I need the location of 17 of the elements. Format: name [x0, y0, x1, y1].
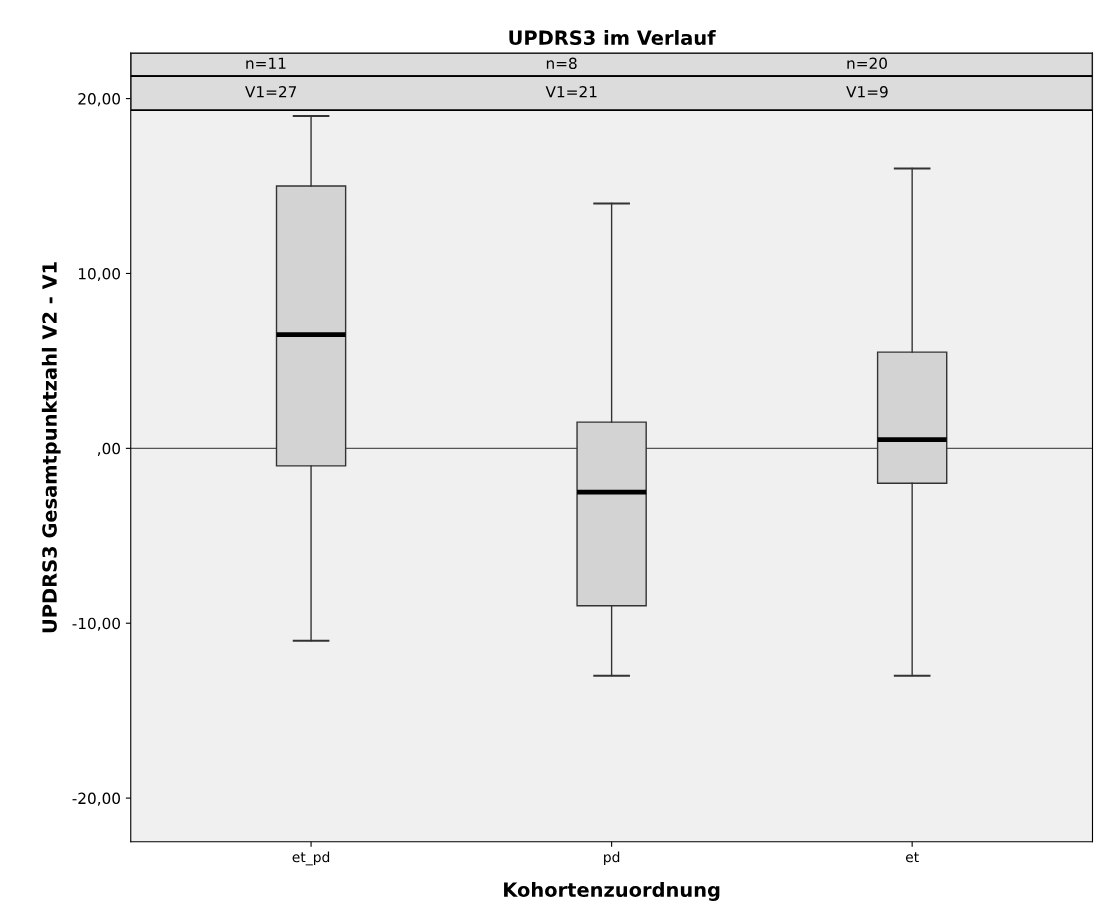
- annotation: n=8: [546, 57, 577, 70]
- chart-title: UPDRS3 im Verlauf: [509, 30, 716, 46]
- y-tick-label: -10,00: [72, 617, 121, 631]
- x-tick-label: et_pd: [292, 851, 330, 866]
- y-tick-label: -20,00: [72, 792, 121, 806]
- y-tick-label: 10,00: [78, 267, 121, 282]
- x-axis-title: Kohortenzuordnung: [504, 882, 720, 901]
- annotation: V1=27: [245, 85, 297, 98]
- y-tick-label: 20,00: [78, 93, 121, 107]
- annotation: n=11: [246, 57, 286, 69]
- annotation: V1=21: [545, 85, 597, 98]
- x-tick-label: et: [905, 852, 919, 863]
- y-axis-title: UPDRS3 Gesamtpunktzahl V2 - V1: [41, 262, 61, 633]
- y-tick-label: ,00: [97, 442, 121, 456]
- x-tick-label: pd: [604, 851, 620, 865]
- annotation: V1=9: [846, 85, 888, 98]
- annotation: n=20: [847, 57, 887, 70]
